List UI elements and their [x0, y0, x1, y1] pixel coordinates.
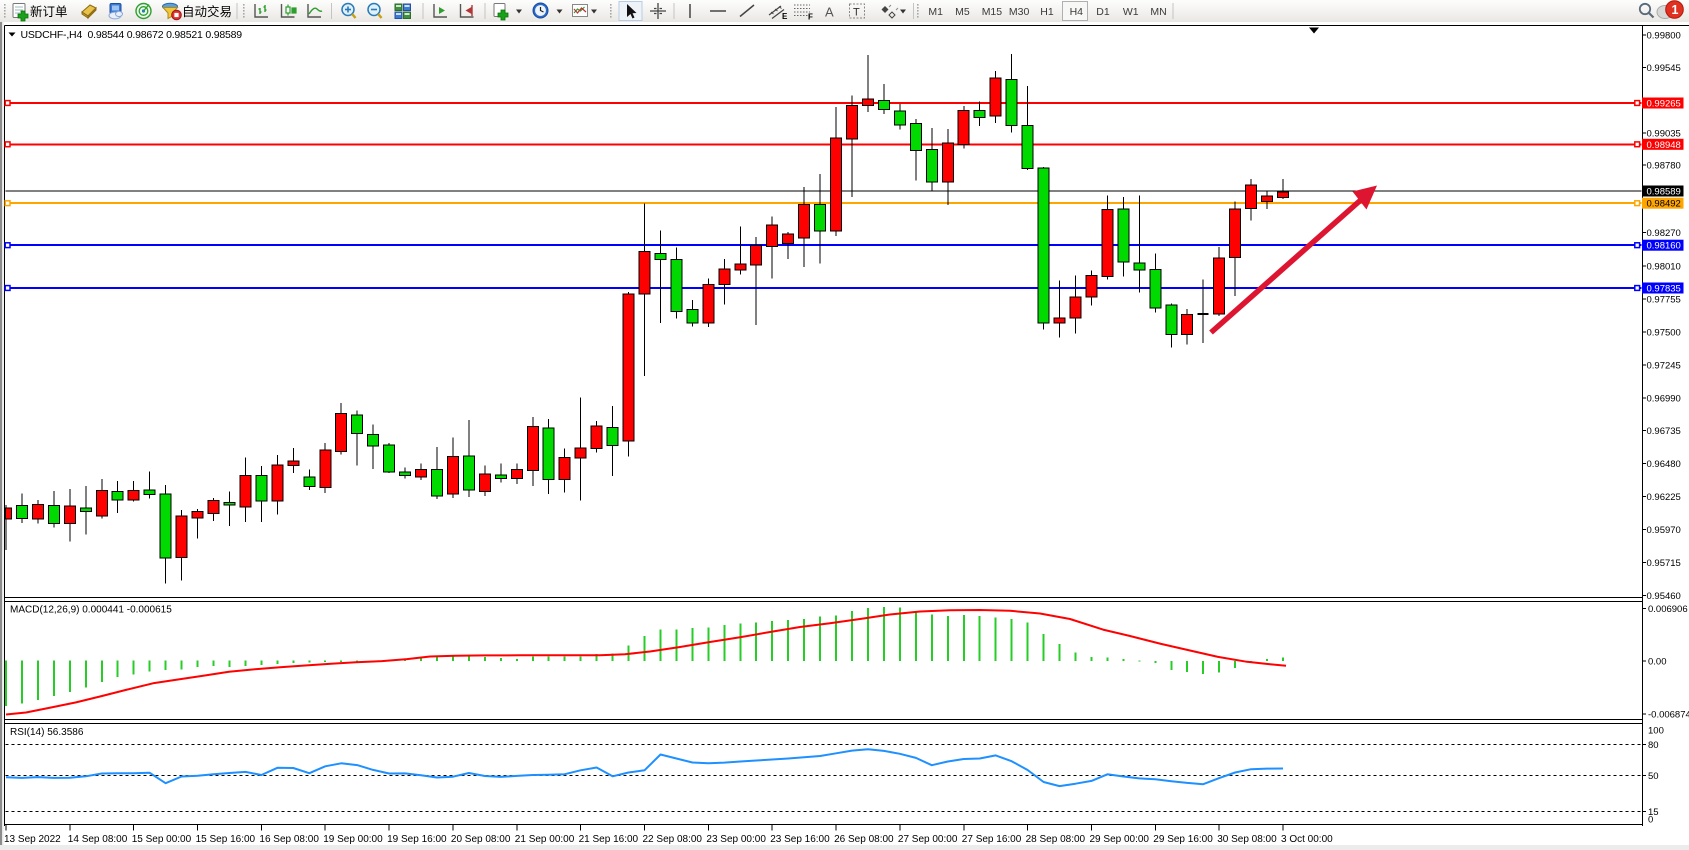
svg-text:23 Sep 16:00: 23 Sep 16:00 [770, 834, 830, 845]
svg-text:30 Sep 08:00: 30 Sep 08:00 [1217, 834, 1277, 845]
svg-text:0.96480: 0.96480 [1647, 459, 1681, 470]
svg-text:0: 0 [1648, 815, 1653, 826]
svg-text:H4: H4 [1070, 6, 1084, 18]
svg-text:15 Sep 00:00: 15 Sep 00:00 [132, 834, 192, 845]
svg-text:80: 80 [1648, 740, 1659, 751]
svg-text:19 Sep 00:00: 19 Sep 00:00 [323, 834, 383, 845]
svg-text:0.99800: 0.99800 [1647, 30, 1681, 41]
svg-text:29 Sep 16:00: 29 Sep 16:00 [1153, 834, 1213, 845]
svg-text:USDCHF-,H4 0.98544 0.98672 0.: USDCHF-,H4 0.98544 0.98672 0.98521 0.985… [21, 29, 243, 41]
svg-text:3 Oct 00:00: 3 Oct 00:00 [1281, 834, 1333, 845]
svg-text:0.95715: 0.95715 [1647, 558, 1681, 569]
svg-text:0.00: 0.00 [1648, 657, 1667, 668]
svg-text:0.006906: 0.006906 [1648, 604, 1688, 615]
svg-text:W1: W1 [1123, 6, 1139, 18]
svg-text:0.98948: 0.98948 [1647, 140, 1681, 151]
svg-text:0.99035: 0.99035 [1647, 129, 1681, 140]
svg-text:RSI(14) 56.3586: RSI(14) 56.3586 [10, 727, 84, 738]
svg-text:M15: M15 [982, 6, 1003, 18]
svg-text:0.97245: 0.97245 [1647, 360, 1681, 371]
svg-text:0.97500: 0.97500 [1647, 327, 1681, 338]
svg-text:27 Sep 16:00: 27 Sep 16:00 [962, 834, 1022, 845]
svg-text:T: T [853, 7, 860, 19]
svg-text:0.96225: 0.96225 [1647, 492, 1681, 503]
svg-text:1: 1 [1672, 3, 1679, 17]
svg-text:MN: MN [1150, 6, 1166, 18]
svg-text:0.98492: 0.98492 [1647, 199, 1681, 210]
svg-text:100: 100 [1648, 725, 1664, 736]
svg-text:27 Sep 00:00: 27 Sep 00:00 [898, 834, 958, 845]
svg-text:20 Sep 08:00: 20 Sep 08:00 [451, 834, 511, 845]
svg-text:22 Sep 08:00: 22 Sep 08:00 [643, 834, 703, 845]
svg-text:19 Sep 16:00: 19 Sep 16:00 [387, 834, 447, 845]
svg-text:0.96735: 0.96735 [1647, 426, 1681, 437]
svg-text:MACD(12,26,9) 0.000441 -0.0006: MACD(12,26,9) 0.000441 -0.000615 [10, 605, 172, 616]
svg-text:16 Sep 08:00: 16 Sep 08:00 [259, 834, 319, 845]
svg-text:A: A [825, 5, 834, 20]
svg-text:H1: H1 [1040, 6, 1054, 18]
svg-text:0.97835: 0.97835 [1647, 284, 1681, 295]
svg-text:M30: M30 [1009, 6, 1030, 18]
svg-text:-0.006874: -0.006874 [1648, 709, 1689, 720]
svg-text:15: 15 [1648, 807, 1659, 818]
svg-text:0.97755: 0.97755 [1647, 295, 1681, 306]
svg-text:23 Sep 00:00: 23 Sep 00:00 [706, 834, 766, 845]
svg-text:自动交易: 自动交易 [182, 4, 232, 19]
svg-text:0.95970: 0.95970 [1647, 525, 1681, 536]
svg-text:21 Sep 00:00: 21 Sep 00:00 [515, 834, 575, 845]
svg-text:M1: M1 [928, 6, 943, 18]
svg-text:0.95460: 0.95460 [1647, 591, 1681, 602]
svg-text:0.98160: 0.98160 [1647, 241, 1681, 252]
svg-text:0.96990: 0.96990 [1647, 393, 1681, 404]
svg-text:0.98010: 0.98010 [1647, 262, 1681, 273]
svg-text:E: E [782, 12, 788, 21]
svg-text:0.98780: 0.98780 [1647, 161, 1681, 172]
svg-text:0.98270: 0.98270 [1647, 228, 1681, 239]
svg-text:0.99545: 0.99545 [1647, 63, 1681, 74]
svg-text:29 Sep 00:00: 29 Sep 00:00 [1090, 834, 1150, 845]
svg-text:15 Sep 16:00: 15 Sep 16:00 [196, 834, 256, 845]
svg-text:M5: M5 [955, 6, 970, 18]
svg-text:21 Sep 16:00: 21 Sep 16:00 [579, 834, 639, 845]
svg-text:14 Sep 08:00: 14 Sep 08:00 [68, 834, 128, 845]
svg-text:0.99265: 0.99265 [1647, 99, 1681, 110]
svg-text:0.98589: 0.98589 [1647, 187, 1681, 198]
svg-text:D1: D1 [1096, 6, 1110, 18]
svg-text:新订单: 新订单 [30, 4, 68, 19]
svg-text:50: 50 [1648, 771, 1659, 782]
svg-text:28 Sep 08:00: 28 Sep 08:00 [1026, 834, 1086, 845]
svg-text:13 Sep 2022: 13 Sep 2022 [4, 834, 61, 845]
svg-text:26 Sep 08:00: 26 Sep 08:00 [834, 834, 894, 845]
svg-text:F: F [808, 13, 813, 22]
